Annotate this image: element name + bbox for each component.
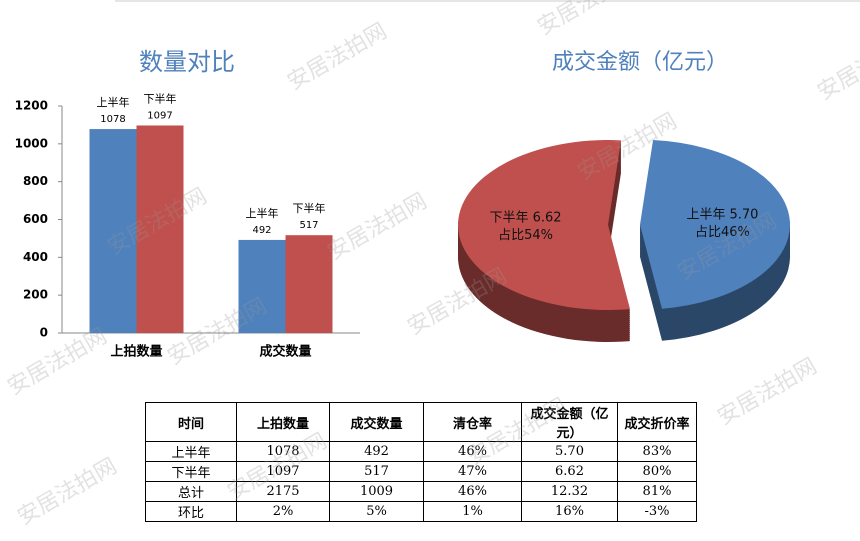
header-cell: 上拍数量 [236,402,330,442]
table-cell: 1009 [329,481,424,502]
header-cell: 成交金额（亿元） [521,402,618,442]
y-tick-label: 800 [23,174,48,188]
bar-value-label: 1078 [100,114,125,125]
y-tick-label: 1000 [15,136,48,150]
y-tick-label: 1200 [15,99,48,113]
table-cell: 环比 [145,501,237,522]
table-cell: 16% [521,501,618,522]
table-cell: 80% [617,461,697,482]
table-row: 环比 2% 5% 1% 16% -3% [145,501,697,522]
y-tick-label: 0 [40,326,48,340]
table-cell: -3% [617,501,697,522]
y-tick-label: 400 [23,250,48,264]
bar-series-label: 下半年 [293,201,326,215]
y-tick-label: 600 [23,212,48,226]
table-cell: 6.62 [521,461,618,482]
charts: 数量对比 0 200 400 600 800 1000 1200 上拍数量 上半年 1078 下半年 1… [15,0,860,360]
table-cell: 上半年 [145,441,237,462]
bar [238,239,286,333]
pie-label: 上半年 5.70 [686,207,758,222]
pie-label: 下半年 6.62 [490,210,562,225]
y-tick-label: 200 [23,288,48,302]
pie-label-percent: 占比54% [498,228,553,243]
table-cell: 83% [617,441,697,462]
table-row: 时间 上拍数量 成交数量 清仓率 成交金额（亿元） 成交折价率 [145,402,697,442]
header-cell: 成交数量 [329,402,424,442]
table-cell: 12.32 [521,481,618,502]
bar-series-label: 上半年 [246,206,279,220]
bar [285,235,333,333]
table-cell: 492 [329,441,424,462]
table-cell: 1% [423,501,522,522]
table-cell: 5% [329,501,424,522]
table-row: 总计 2175 1009 46% 12.32 81% [145,481,697,502]
table-cell: 2% [236,501,330,522]
table-cell: 1097 [236,461,330,482]
watermark: 安居法拍网 [14,454,122,531]
table-cell: 47% [423,461,522,482]
x-tick-label: 上拍数量 [110,344,162,360]
pie-label-name: 上半年 [686,207,725,222]
table-row: 上半年 1078 492 46% 5.70 83% [145,441,697,462]
table-cell: 下半年 [145,461,237,482]
bar-value-label: 1097 [147,110,172,121]
summary-table: 时间 上拍数量 成交数量 清仓率 成交金额（亿元） 成交折价率 上半年 1078 492 46% 5… [145,402,697,522]
table-row: 下半年 1097 517 47% 6.62 80% [145,461,697,482]
pie-slice [458,140,631,310]
bar [136,125,184,334]
pie-label-value: 5.70 [729,207,758,222]
table-cell: 46% [423,481,522,502]
header-cell: 成交折价率 [617,402,697,442]
bar [89,129,137,333]
chart-title: 数量对比 [139,48,235,76]
pie-label-value: 6.62 [533,210,562,225]
header-cell: 时间 [145,402,237,442]
chart-title: 成交金额（亿元） [552,50,728,75]
table-cell: 5.70 [521,441,618,462]
header-cell: 清仓率 [423,402,522,442]
table-cell: 总计 [145,481,237,502]
pie-slice [639,140,790,309]
pie-label-name: 下半年 [490,210,529,225]
bar-value-label: 492 [252,225,271,236]
table-cell: 1078 [236,441,330,462]
table-cell: 517 [329,461,424,482]
bar-value-label: 517 [299,220,318,231]
x-tick-label: 成交数量 [259,344,311,360]
table-cell: 2175 [236,481,330,502]
pie-label-percent: 占比46% [695,225,750,240]
table-cell: 46% [423,441,522,462]
bar-series-label: 上半年 [97,95,130,109]
table-cell: 81% [617,481,697,502]
bar-series-label: 下半年 [144,91,177,105]
